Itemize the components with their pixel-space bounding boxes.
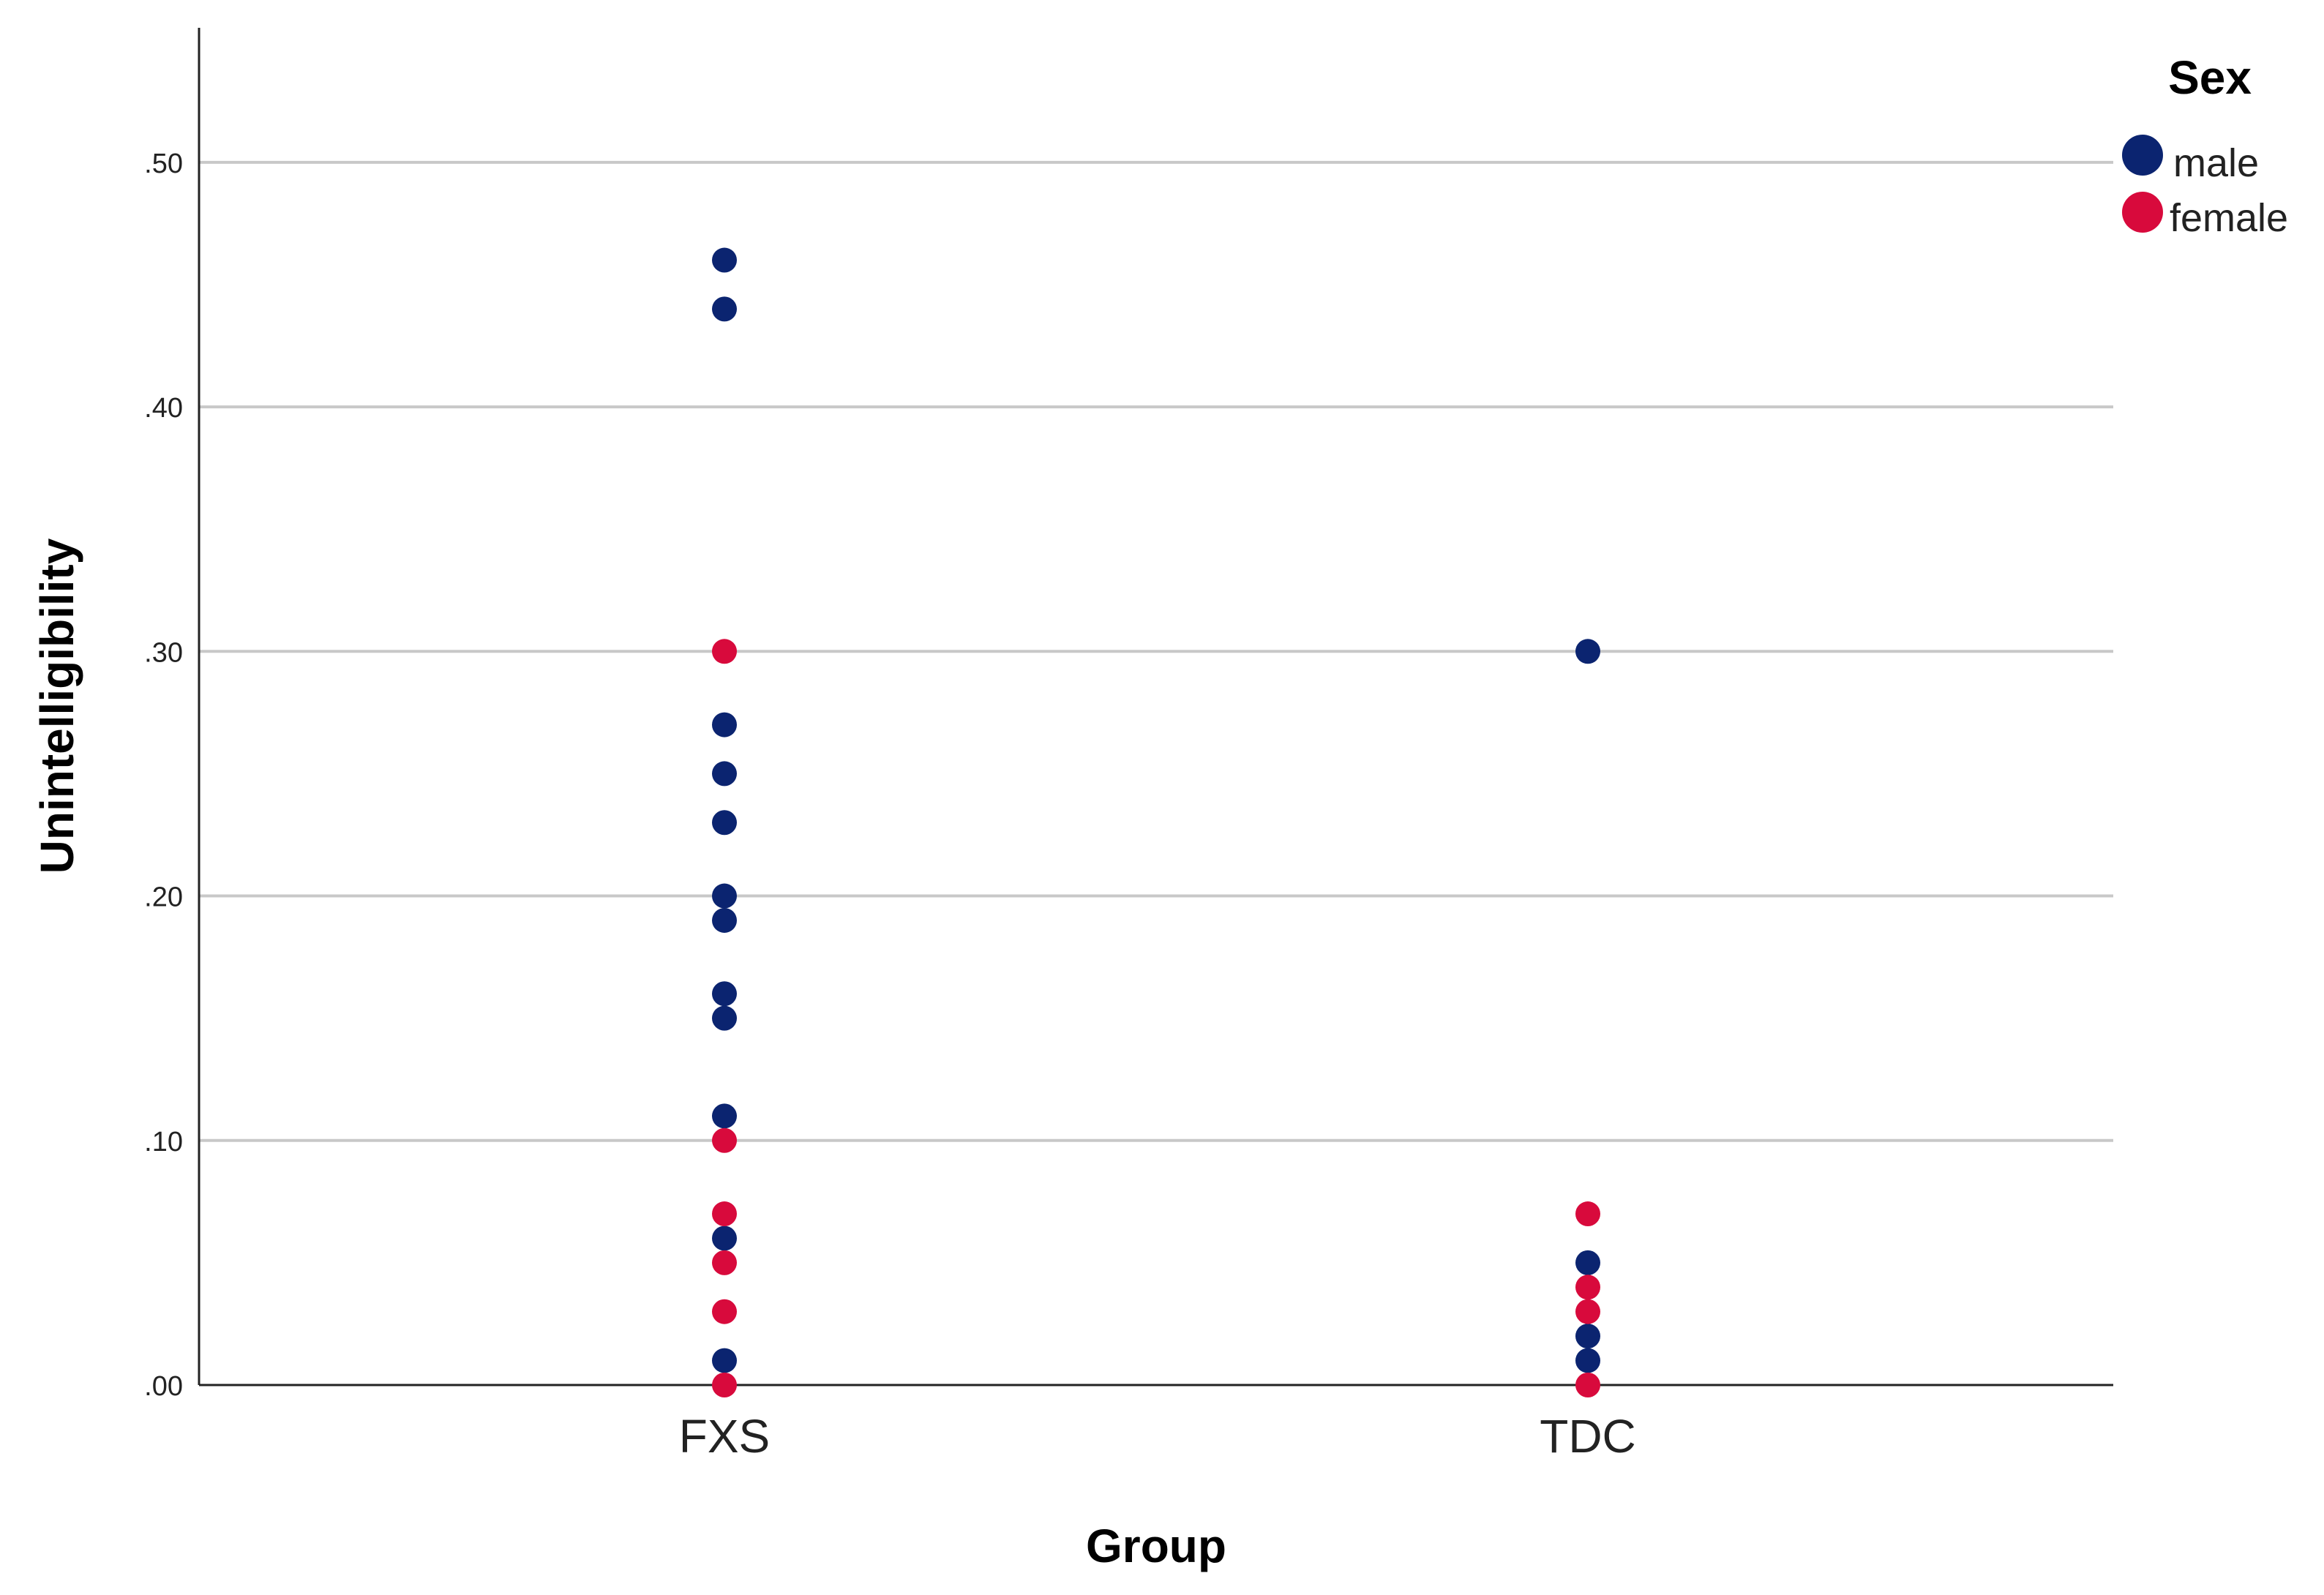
point-male-fxs (712, 1348, 737, 1373)
y-tick-label: .00 (144, 1371, 183, 1402)
y-tick-label: .20 (144, 882, 183, 913)
x-tick-labels: FXS TDC (679, 1410, 1636, 1463)
point-male-fxs (712, 1005, 737, 1031)
y-tick-label: .50 (144, 149, 183, 179)
point-female-fxs (712, 1373, 737, 1397)
point-female-fxs (712, 1127, 737, 1153)
x-tick-label-fxs: FXS (679, 1410, 770, 1463)
point-male-tdc (1575, 1250, 1600, 1275)
x-axis-title: Group (1086, 1520, 1226, 1572)
y-axis-title: Unintelligibility (31, 538, 83, 874)
legend-marker-male (2122, 135, 2163, 176)
y-tick-labels: .00 .10 .20 .30 .40 .50 (144, 149, 183, 1402)
x-tick-label-tdc: TDC (1540, 1410, 1636, 1463)
point-male-fxs (712, 810, 737, 836)
point-male-fxs (712, 981, 737, 1007)
point-female-fxs (712, 1250, 737, 1275)
point-male-tdc (1575, 639, 1600, 664)
y-tick-label: .40 (144, 393, 183, 424)
legend-marker-female (2122, 192, 2163, 233)
point-male-fxs (712, 883, 737, 909)
point-male-tdc (1575, 1348, 1600, 1373)
legend-label-male: male (2173, 141, 2259, 185)
legend: Sex male female (2122, 51, 2288, 240)
point-male-fxs (712, 1103, 737, 1129)
gridlines (199, 160, 2113, 1142)
y-tick-label: .30 (144, 637, 183, 668)
point-male-fxs (712, 907, 737, 933)
point-male-fxs (712, 1226, 737, 1251)
point-female-tdc (1575, 1299, 1600, 1324)
point-male-fxs (712, 296, 737, 322)
point-female-tdc (1575, 1373, 1600, 1397)
axes (198, 28, 2113, 1386)
point-male-fxs (712, 761, 737, 787)
point-female-fxs (712, 639, 737, 664)
point-female-fxs (712, 1201, 737, 1227)
point-female-tdc (1575, 1201, 1600, 1227)
point-female-fxs (712, 1299, 737, 1324)
legend-title: Sex (2168, 51, 2252, 104)
point-male-fxs (712, 247, 737, 273)
data-points (712, 247, 1600, 1397)
legend-label-female: female (2170, 196, 2288, 240)
point-male-fxs (712, 712, 737, 738)
y-tick-label: .10 (144, 1127, 183, 1157)
point-female-tdc (1575, 1275, 1600, 1300)
point-male-tdc (1575, 1324, 1600, 1349)
